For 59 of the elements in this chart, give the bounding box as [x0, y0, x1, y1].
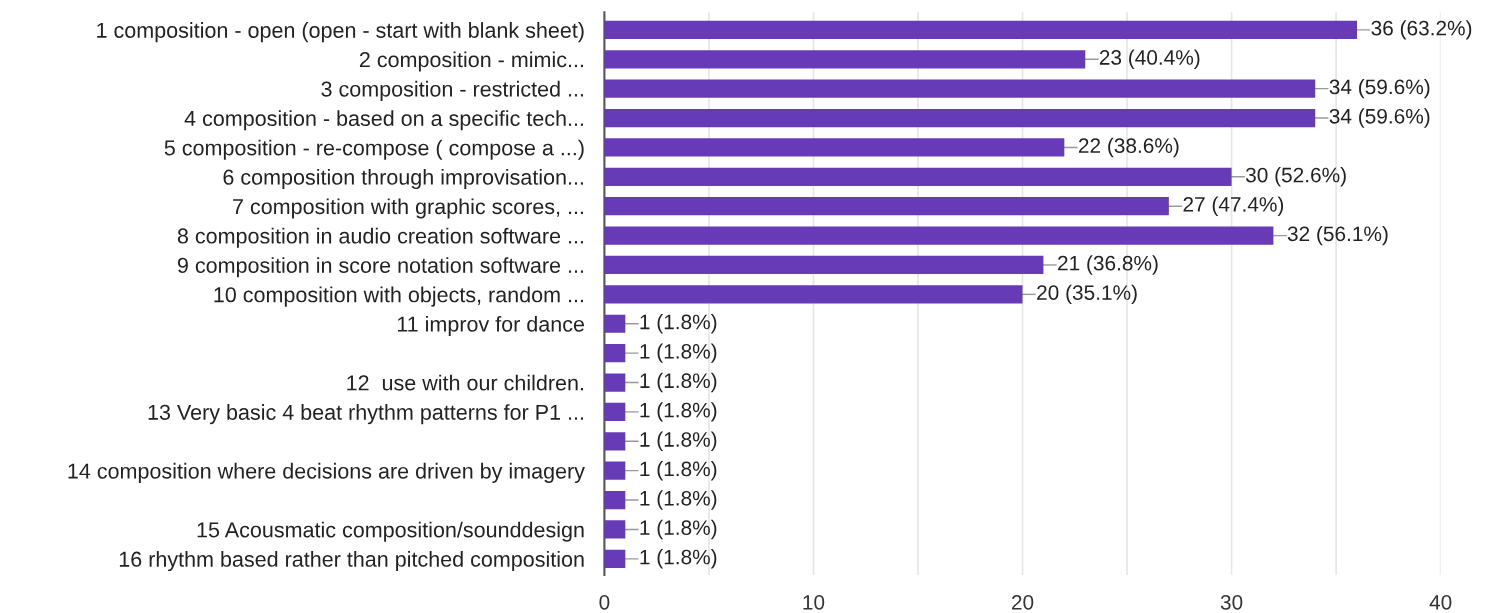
bar	[604, 255, 1044, 275]
bar	[604, 226, 1274, 245]
data-label: 23 (40.4%)	[1099, 49, 1200, 69]
data-label: 1 (1.8%)	[640, 431, 717, 451]
x-tick-label: 20	[1011, 594, 1034, 610]
y-tick-label: 5 composition - re-compose ( compose a ...)	[164, 139, 584, 160]
bar	[604, 344, 626, 363]
data-label: 21 (36.8%)	[1058, 255, 1158, 275]
y-tick-label: 6 composition through improvisation...	[223, 169, 583, 190]
y-tick-label: 13 Very basic 4 beat rhythm patterns for P1 ...	[148, 404, 584, 425]
bar	[604, 520, 626, 539]
x-tick-label: 10	[803, 594, 825, 610]
data-label: 36 (63.2%)	[1371, 20, 1472, 40]
y-tick-label: 9 composition in score notation software ...	[177, 257, 583, 278]
data-label: 1 (1.8%)	[640, 460, 717, 481]
data-label: 1 (1.8%)	[640, 549, 717, 569]
bar	[604, 432, 626, 451]
bar	[604, 314, 626, 333]
y-tick-label: 8 composition in audio creation software ...	[177, 227, 583, 248]
y-tick-label: 10 composition with objects, random ...	[214, 286, 583, 307]
y-tick-label: 16 rhythm based rather than pitched composition	[119, 551, 584, 572]
y-tick-label: 14 composition where decisions are driven by imagery	[68, 462, 585, 483]
data-label: 30 (52.6%)	[1245, 167, 1346, 187]
bar	[604, 108, 1316, 128]
x-tick-label: 30	[1220, 594, 1243, 610]
bar	[604, 490, 626, 510]
data-label: 1 (1.8%)	[640, 519, 717, 540]
data-label: 1 (1.8%)	[640, 314, 717, 334]
data-label: 34 (59.6%)	[1329, 108, 1430, 128]
data-label: 22 (38.6%)	[1078, 137, 1179, 158]
bar	[604, 549, 626, 568]
x-tick-label: 40	[1429, 594, 1452, 610]
data-label: 1 (1.8%)	[640, 372, 717, 393]
y-tick-label: 2 composition - mimic...	[359, 51, 583, 72]
bar	[604, 138, 1065, 157]
data-label: 32 (56.1%)	[1287, 225, 1388, 246]
bar	[604, 402, 626, 422]
y-tick-label: 11 improv for dance	[397, 315, 584, 337]
bar	[604, 373, 626, 392]
bar	[604, 197, 1169, 216]
y-tick-label: 12 use with our children.	[347, 374, 583, 391]
data-label: 34 (59.6%)	[1329, 78, 1430, 99]
data-label: 27 (47.4%)	[1183, 196, 1284, 216]
bar	[604, 285, 1023, 304]
y-tick-label: 7 composition with graphic scores, ...	[233, 198, 583, 219]
bar	[604, 50, 1086, 69]
bar	[604, 20, 1358, 39]
data-label: 1 (1.8%)	[640, 490, 717, 510]
data-label: 1 (1.8%)	[640, 343, 717, 363]
y-tick-label: 4 composition - based on a specific tech...	[184, 110, 583, 131]
y-tick-label: 3 composition - restricted ...	[321, 80, 583, 101]
data-label: 20 (35.1%)	[1037, 284, 1137, 305]
y-tick-label: 1 composition - open (open - start with blank sheet)	[97, 22, 584, 43]
x-tick-label: 0	[599, 594, 610, 610]
bar	[604, 167, 1232, 186]
bar	[604, 461, 626, 480]
y-tick-label: 15 Acousmatic composition/sounddesign	[197, 521, 584, 542]
bar	[604, 79, 1316, 98]
data-label: 1 (1.8%)	[640, 402, 717, 422]
